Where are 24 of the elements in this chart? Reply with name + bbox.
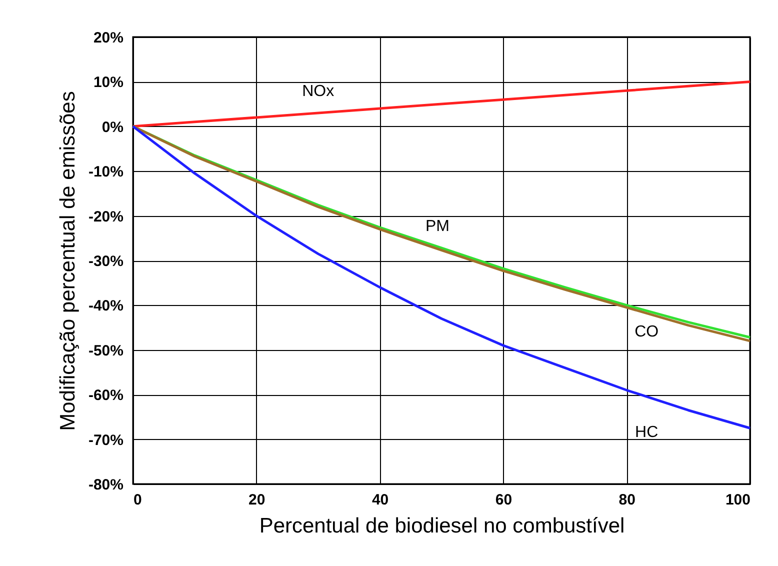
y-tick-label: -70% [88,432,124,449]
x-tick-label: 80 [618,492,636,508]
series-label: NOx [302,82,334,100]
x-axis-title: Percentual de biodiesel no combustível [259,514,625,538]
y-axis-title: Modificação percentual de emissões [56,91,80,431]
x-tick-label: 100 [725,492,750,508]
x-tick-label: 60 [495,492,512,508]
x-tick-label: 20 [248,492,266,508]
x-tick-label: 0 [134,492,142,508]
line-series [132,80,752,128]
y-tick-label: -20% [88,208,124,226]
y-tick-label: -30% [88,253,124,270]
y-tick-label: 20% [93,30,124,46]
y-tick-label: 10% [93,74,124,92]
series-label: CO [634,323,659,340]
y-tick-label: -60% [88,387,124,404]
y-tick-label: -80% [88,476,124,494]
y-tick-label: -10% [88,164,124,181]
y-tick-label: -40% [88,298,124,315]
series-label: HC [635,424,658,442]
series-label: PM [426,218,450,235]
y-tick-label: 0% [102,118,124,136]
x-tick-label: 40 [372,492,389,508]
y-tick-label: -50% [88,342,124,360]
